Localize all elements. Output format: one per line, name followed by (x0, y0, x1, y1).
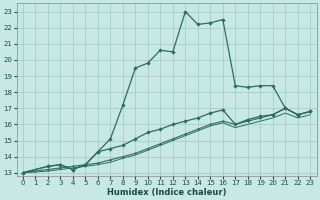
X-axis label: Humidex (Indice chaleur): Humidex (Indice chaleur) (107, 188, 226, 197)
